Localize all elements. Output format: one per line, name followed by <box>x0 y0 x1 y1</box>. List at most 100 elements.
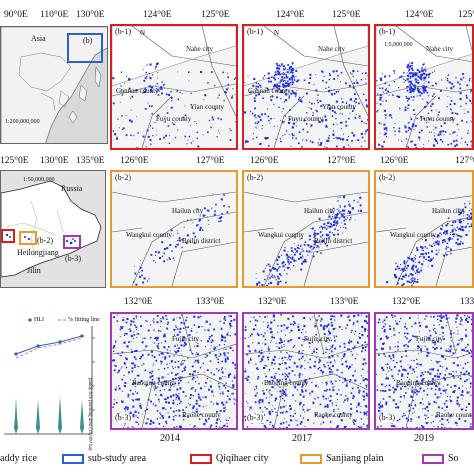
rice-pixel <box>154 338 155 339</box>
rice-pixel <box>282 397 284 400</box>
rice-pixel <box>280 314 282 316</box>
rice-pixel <box>414 87 416 89</box>
rice-pixel <box>160 363 162 365</box>
rice-pixel <box>317 367 320 370</box>
rice-pixel <box>130 134 132 137</box>
boundary-line <box>435 246 472 286</box>
rice-pixel <box>115 137 118 140</box>
rice-pixel <box>288 357 290 359</box>
rice-pixel <box>283 76 286 79</box>
rice-pixel <box>127 371 130 374</box>
rice-pixel <box>442 225 444 227</box>
rice-pixel <box>462 210 465 213</box>
rice-pixel <box>409 91 412 94</box>
rice-pixel <box>347 316 350 318</box>
rice-pixel <box>294 386 297 389</box>
rice-pixel <box>427 371 429 373</box>
rice-pixel <box>348 315 350 317</box>
rice-pixel <box>278 88 280 90</box>
rice-pixel <box>168 94 171 96</box>
rice-pixel <box>393 273 397 277</box>
rice-pixel <box>166 363 168 365</box>
rice-pixel <box>145 146 147 148</box>
rice-pixel <box>360 78 363 81</box>
rice-pixel <box>317 386 319 388</box>
rice-pixel <box>176 388 179 391</box>
rice-pixel <box>302 260 305 263</box>
rice-pixel <box>137 333 140 335</box>
lon-tick: 132°0E <box>392 297 421 307</box>
rice-pixel <box>294 412 296 415</box>
rice-pixel <box>315 109 317 111</box>
rice-pixel <box>325 119 328 122</box>
rice-pixel <box>406 261 408 263</box>
rice-pixel <box>377 321 380 324</box>
rice-pixel <box>461 225 464 228</box>
rice-pixel <box>415 403 416 405</box>
rice-pixel <box>281 121 284 124</box>
rice-pixel <box>382 347 385 350</box>
rice-pixel <box>131 367 134 370</box>
rice-pixel <box>120 71 123 73</box>
rice-pixel <box>124 423 126 425</box>
rice-pixel <box>434 241 437 244</box>
rice-pixel <box>454 112 457 115</box>
rice-pixel <box>454 228 456 230</box>
rice-pixel <box>337 197 339 199</box>
rice-pixel <box>247 402 249 404</box>
rice-pixel <box>349 212 351 215</box>
rice-pixel <box>134 324 136 327</box>
rice-pixel <box>288 73 290 74</box>
rice-pixel <box>244 420 246 421</box>
rice-pixel <box>223 317 225 320</box>
rice-pixel <box>280 351 282 353</box>
rice-pixel <box>177 344 179 346</box>
rice-pixel <box>252 83 254 85</box>
rice-pixel <box>308 342 311 344</box>
area-chart: HLI % fitting line paddy rice planting a… <box>0 308 104 450</box>
rice-pixel <box>135 89 138 92</box>
rice-pixel <box>229 417 231 419</box>
rice-pixel <box>258 355 260 357</box>
rice-pixel <box>135 391 136 393</box>
rice-pixel <box>432 258 434 260</box>
rice-pixel <box>222 71 225 74</box>
rice-pixel <box>309 317 311 319</box>
rice-pixel <box>299 423 302 425</box>
rice-pixel <box>249 357 252 360</box>
rice-pixel <box>448 240 450 242</box>
rice-pixel <box>265 87 267 89</box>
rice-pixel <box>458 213 461 216</box>
rice-pixel <box>265 265 267 267</box>
rice-pixel <box>438 338 440 340</box>
rice-pixel <box>144 77 147 80</box>
rice-pixel <box>388 395 391 398</box>
rice-pixel <box>116 320 119 322</box>
rice-pixel <box>297 79 300 82</box>
rice-pixel <box>431 378 434 381</box>
rice-pixel <box>464 380 467 383</box>
rice-pixel <box>186 234 189 237</box>
rice-pixel <box>300 251 302 253</box>
rice-pixel <box>407 420 409 422</box>
place-raohe: Raohe county <box>182 411 221 419</box>
rice-pixel <box>358 332 361 335</box>
rice-pixel <box>177 240 179 242</box>
rice-pixel <box>281 412 284 414</box>
rice-pixel <box>425 74 428 76</box>
rice-pixel <box>345 395 347 397</box>
rice-pixel <box>342 146 345 148</box>
rice-pixel <box>266 330 268 332</box>
rice-pixel <box>357 387 359 389</box>
rice-pixel <box>150 420 152 422</box>
rice-pixel <box>274 73 277 76</box>
rice-pixel <box>312 240 314 242</box>
rice-pixel <box>192 373 194 376</box>
rice-pixel <box>163 380 166 383</box>
rice-pixel <box>303 340 305 342</box>
rice-pixel <box>393 70 395 72</box>
rice-pixel <box>403 261 406 264</box>
rice-pixel <box>275 62 278 65</box>
rice-pixel <box>280 274 282 277</box>
rice-pixel <box>123 407 126 410</box>
